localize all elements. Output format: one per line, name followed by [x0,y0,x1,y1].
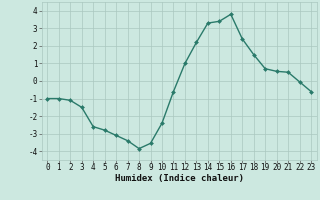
X-axis label: Humidex (Indice chaleur): Humidex (Indice chaleur) [115,174,244,183]
